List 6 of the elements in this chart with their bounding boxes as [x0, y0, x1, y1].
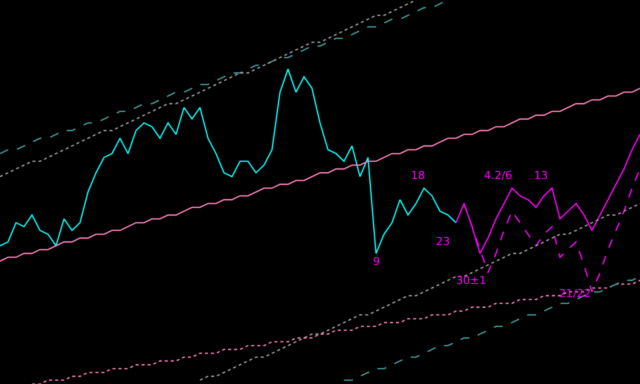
annotation: 30±1: [456, 274, 486, 287]
annotation: 9: [373, 255, 380, 268]
annotation: 4.2/6: [484, 169, 512, 182]
annotation: 18: [411, 169, 425, 182]
annotation: 23: [436, 235, 450, 248]
annotation: 13: [534, 169, 548, 182]
